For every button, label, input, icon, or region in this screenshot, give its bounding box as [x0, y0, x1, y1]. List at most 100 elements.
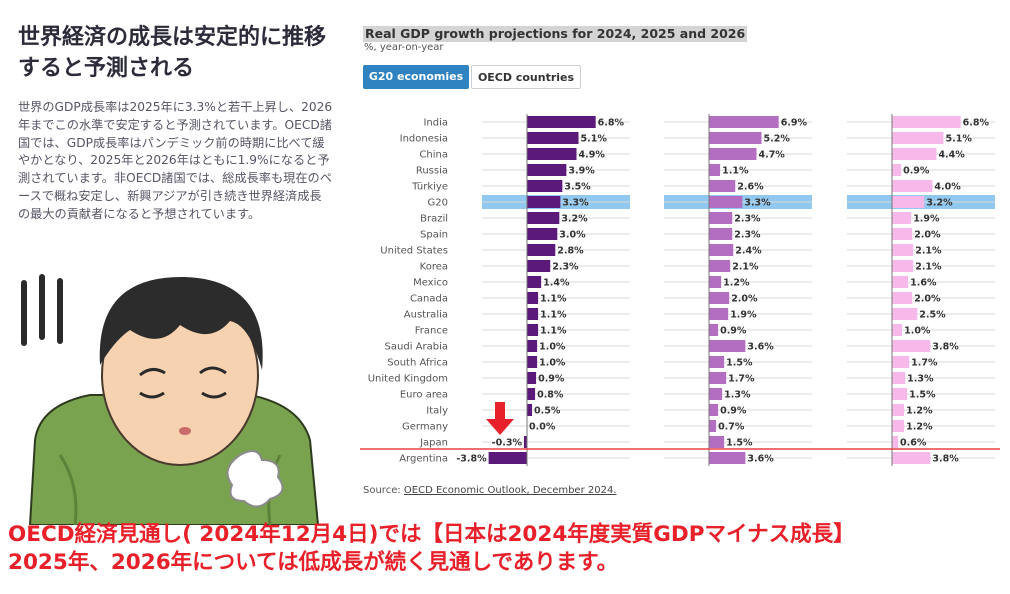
category-label-argentina: Argentina [399, 454, 448, 465]
value-label-france-0: 1.1% [540, 326, 567, 337]
bar-south-africa-2 [892, 356, 910, 368]
value-label-germany-1: 0.7% [718, 422, 745, 433]
value-label-australia-1: 1.9% [730, 310, 757, 321]
bar-brazil-2 [892, 212, 912, 224]
category-label-t-rkiye: Türkiye [411, 182, 448, 193]
value-label-brazil-0: 3.2% [561, 214, 588, 225]
bar-united-states-1 [709, 244, 734, 256]
bar-japan-0 [523, 436, 527, 448]
bar-indonesia-2 [892, 132, 944, 144]
category-label-euro-area: Euro area [400, 390, 448, 401]
value-label-mexico-2: 1.6% [910, 278, 937, 289]
bar-italy-2 [892, 404, 905, 416]
value-label-spain-0: 3.0% [559, 230, 586, 241]
value-label-t-rkiye-1: 2.6% [737, 182, 764, 193]
value-label-united-states-2: 2.1% [915, 246, 942, 257]
value-label-india-0: 6.8% [598, 118, 625, 129]
category-label-mexico: Mexico [413, 278, 448, 289]
bar-italy-1 [709, 404, 719, 416]
category-label-south-africa: South Africa [387, 358, 448, 369]
value-label-russia-2: 0.9% [903, 166, 930, 177]
bar-korea-0 [527, 260, 551, 272]
value-label-canada-2: 2.0% [914, 294, 941, 305]
category-label-australia: Australia [404, 310, 448, 321]
value-label-south-africa-0: 1.0% [539, 358, 566, 369]
value-label-china-2: 4.4% [938, 150, 965, 161]
source-link[interactable]: OECD Economic Outlook, December 2024. [403, 485, 617, 496]
chart-subtitle: %, year-on-year [364, 42, 444, 53]
bar-germany-2 [892, 420, 905, 432]
value-label-saudi-arabia-0: 1.0% [539, 342, 566, 353]
bar-t-rkiye-2 [892, 180, 933, 192]
value-label-euro-area-0: 0.8% [537, 390, 564, 401]
value-label-mexico-0: 1.4% [543, 278, 570, 289]
bar-france-0 [527, 324, 539, 336]
category-label-united-kingdom: United Kingdom [368, 374, 448, 385]
bar-australia-2 [892, 308, 918, 320]
bar-spain-0 [527, 228, 558, 240]
value-label-saudi-arabia-2: 3.8% [932, 342, 959, 353]
bar-australia-1 [709, 308, 729, 320]
value-label-united-kingdom-2: 1.3% [907, 374, 934, 385]
value-label-germany-2: 1.2% [906, 422, 933, 433]
value-label-united-kingdom-0: 0.9% [538, 374, 565, 385]
chart-title: Real GDP growth projections for 2024, 20… [363, 26, 748, 42]
bar-japan-2 [892, 436, 899, 448]
bar-south-africa-1 [709, 356, 725, 368]
category-label-united-states: United States [380, 246, 448, 257]
bar-united-kingdom-0 [527, 372, 537, 384]
value-label-brazil-2: 1.9% [913, 214, 940, 225]
value-label-france-1: 0.9% [720, 326, 747, 337]
value-label-united-states-0: 2.8% [557, 246, 584, 257]
value-label-indonesia-0: 5.1% [581, 134, 608, 145]
value-label-canada-0: 1.1% [540, 294, 567, 305]
category-label-russia: Russia [416, 166, 448, 177]
value-label-germany-0: 0.0% [529, 422, 556, 433]
value-label-euro-area-1: 1.3% [724, 390, 751, 401]
bar-united-kingdom-2 [892, 372, 906, 384]
bar-g20-2 [892, 196, 925, 208]
bar-argentina-2 [892, 452, 931, 464]
caption-text: OECD経済見通し( 2024年12月4日)では【日本は2024年度実質GDPマ… [8, 521, 1008, 577]
value-label-italy-1: 0.9% [720, 406, 747, 417]
value-label-argentina-0: -3.8% [456, 454, 487, 465]
value-label-korea-2: 2.1% [915, 262, 942, 273]
value-label-g20-0: 3.3% [562, 198, 589, 209]
category-label-italy: Italy [426, 406, 448, 417]
tab-g20-economies[interactable]: G20 economies [363, 65, 469, 89]
bar-brazil-0 [527, 212, 560, 224]
category-label-saudi-arabia: Saudi Arabia [385, 342, 448, 353]
bar-argentina-0 [488, 452, 527, 464]
tab-oecd-countries[interactable]: OECD countries [471, 65, 581, 89]
bar-russia-2 [892, 164, 902, 176]
bar-germany-1 [709, 420, 717, 432]
worried-man-illustration [21, 274, 320, 525]
bar-india-0 [527, 116, 596, 128]
value-label-india-1: 6.9% [781, 118, 808, 129]
category-label-canada: Canada [410, 294, 448, 305]
bar-canada-0 [527, 292, 539, 304]
value-label-g20-2: 3.2% [926, 198, 953, 209]
value-label-t-rkiye-2: 4.0% [934, 182, 961, 193]
bar-mexico-2 [892, 276, 909, 288]
value-label-spain-2: 2.0% [914, 230, 941, 241]
value-label-korea-0: 2.3% [552, 262, 579, 273]
bar-canada-2 [892, 292, 913, 304]
value-label-china-1: 4.7% [758, 150, 785, 161]
value-label-italy-2: 1.2% [906, 406, 933, 417]
value-label-united-kingdom-1: 1.7% [728, 374, 755, 385]
bar-south-africa-0 [527, 356, 538, 368]
bar-india-1 [709, 116, 779, 128]
chart-source: Source: OECD Economic Outlook, December … [363, 485, 617, 497]
bar-china-0 [527, 148, 577, 160]
category-label-indonesia: Indonesia [400, 134, 448, 145]
category-label-g20: G20 [428, 198, 448, 209]
bar-korea-2 [892, 260, 914, 272]
source-prefix: Source: [363, 485, 404, 496]
bar-saudi-arabia-1 [709, 340, 746, 352]
bar-euro-area-0 [527, 388, 536, 400]
value-label-india-2: 6.8% [963, 118, 990, 129]
value-label-indonesia-1: 5.2% [764, 134, 791, 145]
category-label-korea: Korea [420, 262, 448, 273]
